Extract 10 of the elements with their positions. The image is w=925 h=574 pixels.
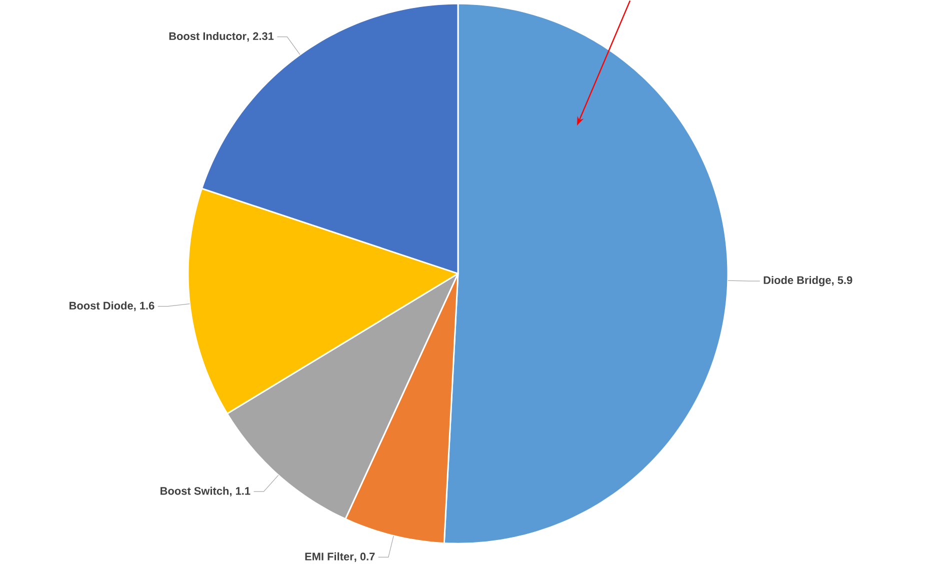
data-label: , 2.31 [247, 32, 274, 42]
data-label: , 1.6 [134, 302, 154, 312]
slice-label: EMI Filter [305, 552, 354, 561]
slice-label: Boost Diode [70, 302, 133, 310]
slice-label: Boost Switch [160, 486, 229, 496]
data-label: , 1.1 [230, 487, 250, 497]
slice-label: Boost Inductor [169, 32, 246, 40]
data-label: , 0.7 [354, 552, 375, 562]
data-label: , 5.9 [832, 276, 852, 286]
slice-label: Diode Bridge [764, 276, 831, 286]
